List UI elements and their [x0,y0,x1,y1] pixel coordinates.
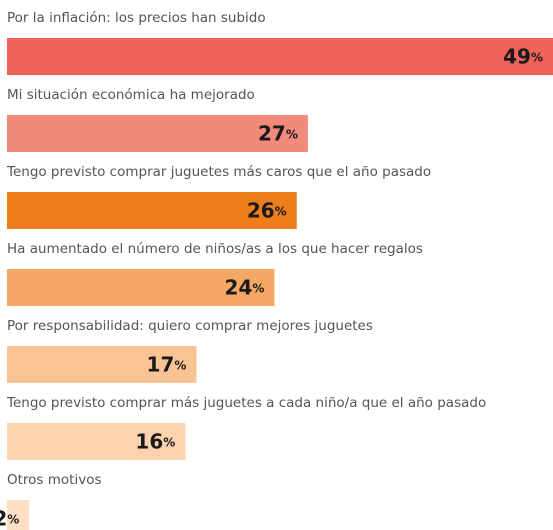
bar [7,192,297,229]
bar [7,423,186,460]
bar [7,500,30,530]
bar [7,115,308,152]
bar [7,269,275,306]
category-label: Tengo previsto comprar juguetes más caro… [6,164,431,180]
value-label: 49% [503,44,543,68]
value-label: 16% [135,429,175,453]
bar [7,38,553,75]
category-label: Ha aumentado el número de niños/as a los… [7,241,423,257]
value-label: 17% [147,352,187,376]
category-label: Mi situación económica ha mejorado [7,87,255,103]
value-label: 26% [247,198,287,222]
value-label: 24% [225,275,265,299]
value-label: 27% [258,121,298,145]
category-label: Otros motivos [7,472,102,488]
category-label: Tengo previsto comprar más juguetes a ca… [6,395,486,411]
value-label: 2% [0,506,19,530]
bar [7,346,197,383]
category-label: Por responsabilidad: quiero comprar mejo… [7,318,373,334]
category-label: Por la inflación: los precios han subido [7,10,266,26]
